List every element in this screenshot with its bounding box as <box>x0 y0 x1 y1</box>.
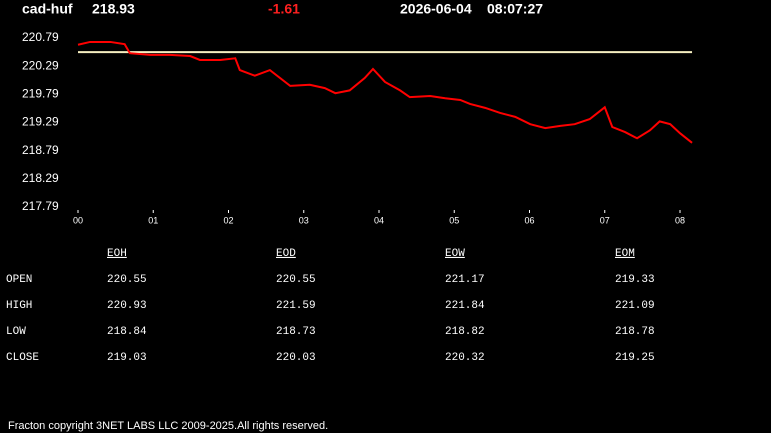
cell: 220.03 <box>276 352 316 364</box>
cell: 221.59 <box>276 300 316 312</box>
x-tick-label: 08 <box>675 215 685 225</box>
row-label: LOW <box>6 326 26 338</box>
x-tick-label: 02 <box>223 215 233 225</box>
column-header: EOD <box>276 248 296 260</box>
cell: 220.93 <box>107 300 147 312</box>
price: 218.93 <box>92 1 135 17</box>
cell: 220.55 <box>276 274 316 286</box>
cell: 221.09 <box>615 300 655 312</box>
time: 08:07:27 <box>487 1 543 17</box>
y-tick-label: 220.29 <box>22 58 59 72</box>
cell: 219.33 <box>615 274 655 286</box>
cell: 218.73 <box>276 326 316 338</box>
x-tick-label: 04 <box>374 215 384 225</box>
y-tick-label: 218.79 <box>22 143 59 157</box>
column-header: EOH <box>107 248 127 260</box>
y-tick-label: 219.79 <box>22 87 59 101</box>
x-tick-label: 05 <box>449 215 459 225</box>
cell: 221.17 <box>445 274 485 286</box>
cell: 219.03 <box>107 352 147 364</box>
cell: 218.78 <box>615 326 655 338</box>
y-tick-label: 218.29 <box>22 171 59 185</box>
cell: 221.84 <box>445 300 485 312</box>
x-tick-label: 00 <box>73 215 83 225</box>
cell: 220.55 <box>107 274 147 286</box>
x-tick-label: 01 <box>148 215 158 225</box>
row-label: HIGH <box>6 300 32 312</box>
cell: 218.82 <box>445 326 485 338</box>
change: -1.61 <box>268 1 300 17</box>
column-header: EOW <box>445 248 465 260</box>
cell: 218.84 <box>107 326 147 338</box>
row-label: OPEN <box>6 274 32 286</box>
y-tick-label: 220.79 <box>22 30 59 44</box>
date: 2026-06-04 <box>400 1 472 17</box>
x-tick-label: 06 <box>524 215 534 225</box>
footer: Fracton copyright 3NET LABS LLC 2009-202… <box>8 420 328 432</box>
x-tick-label: 07 <box>600 215 610 225</box>
price-line <box>77 40 693 144</box>
y-tick-label: 219.29 <box>22 115 59 129</box>
symbol: cad-huf <box>22 1 73 17</box>
cell: 220.32 <box>445 352 485 364</box>
row-label: CLOSE <box>6 352 39 364</box>
x-tick-label: 03 <box>299 215 309 225</box>
column-header: EOM <box>615 248 635 260</box>
cell: 219.25 <box>615 352 655 364</box>
y-tick-label: 217.79 <box>22 199 59 213</box>
